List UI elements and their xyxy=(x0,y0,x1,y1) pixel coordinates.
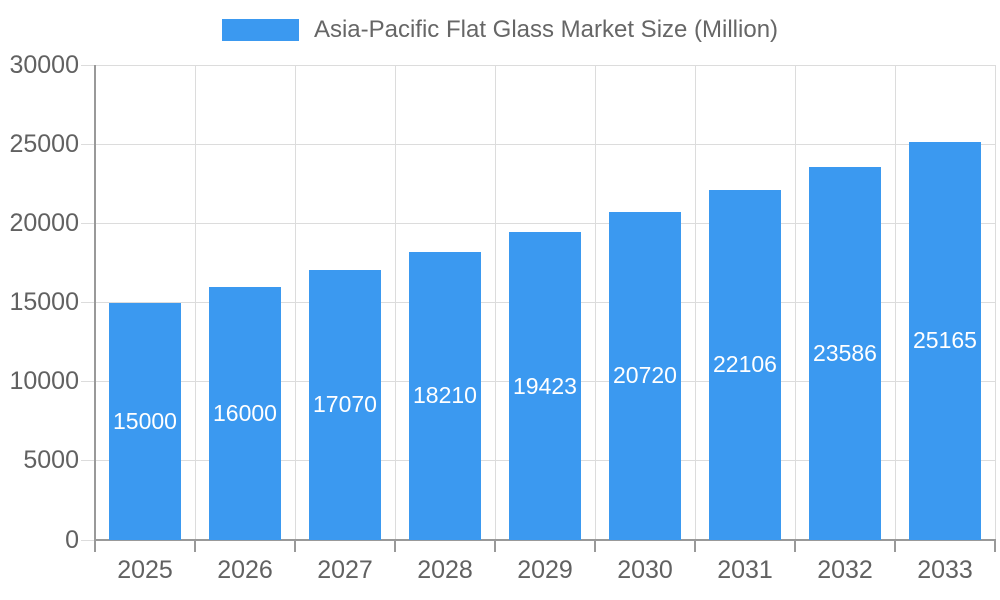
bar-2029[interactable] xyxy=(509,232,581,540)
y-gridline xyxy=(81,143,995,145)
bar-2025[interactable] xyxy=(109,302,181,540)
y-gridline xyxy=(81,64,995,66)
y-gridline xyxy=(81,222,995,224)
x-axis-tick xyxy=(394,540,396,552)
x-gridline xyxy=(894,65,896,540)
bar-2031[interactable] xyxy=(709,189,781,540)
x-gridline xyxy=(694,65,696,540)
x-axis-tick xyxy=(494,540,496,552)
x-axis-category-label: 2025 xyxy=(117,556,173,584)
x-gridline xyxy=(494,65,496,540)
bar-2033[interactable] xyxy=(909,141,981,540)
x-axis-category-label: 2028 xyxy=(417,556,473,584)
x-axis-tick xyxy=(94,540,96,552)
y-axis-line xyxy=(94,65,96,540)
x-axis-tick xyxy=(694,540,696,552)
bar-2026[interactable] xyxy=(209,286,281,540)
y-axis-tick-label: 25000 xyxy=(9,129,79,158)
y-axis-tick-label: 5000 xyxy=(23,446,79,475)
y-axis-tick-label: 0 xyxy=(65,525,79,554)
x-axis-category-label: 2033 xyxy=(917,556,973,584)
x-axis-line xyxy=(94,539,996,541)
bar-2032[interactable] xyxy=(809,166,881,540)
x-axis-tick xyxy=(894,540,896,552)
bar-2027[interactable] xyxy=(309,269,381,540)
x-axis-category-label: 2026 xyxy=(217,556,273,584)
legend-swatch xyxy=(221,19,299,41)
x-gridline xyxy=(194,65,196,540)
bar-2030[interactable] xyxy=(609,211,681,540)
x-gridline xyxy=(294,65,296,540)
y-axis-tick-label: 10000 xyxy=(9,367,79,396)
x-axis-category-label: 2032 xyxy=(817,556,873,584)
x-axis-tick xyxy=(194,540,196,552)
x-axis-tick xyxy=(294,540,296,552)
x-axis-category-label: 2031 xyxy=(717,556,773,584)
x-axis-tick xyxy=(594,540,596,552)
x-axis-category-label: 2027 xyxy=(317,556,373,584)
x-axis-category-label: 2029 xyxy=(517,556,573,584)
x-gridline xyxy=(394,65,396,540)
x-gridline xyxy=(994,65,996,540)
y-axis-tick-label: 20000 xyxy=(9,208,79,237)
x-gridline xyxy=(594,65,596,540)
x-gridline xyxy=(794,65,796,540)
legend-label: Asia-Pacific Flat Glass Market Size (Mil… xyxy=(313,16,779,43)
x-axis-tick xyxy=(994,540,996,552)
x-axis-category-label: 2030 xyxy=(617,556,673,584)
legend[interactable]: Asia-Pacific Flat Glass Market Size (Mil… xyxy=(0,16,1000,44)
bar-2028[interactable] xyxy=(409,251,481,540)
y-axis-tick-label: 15000 xyxy=(9,288,79,316)
y-axis-tick-label: 30000 xyxy=(9,50,79,79)
y-tick xyxy=(81,539,95,541)
x-axis-tick xyxy=(794,540,796,552)
